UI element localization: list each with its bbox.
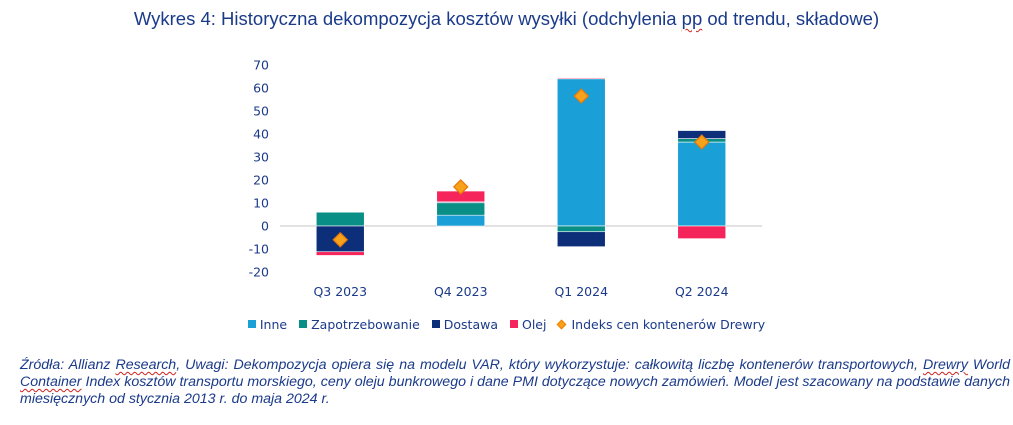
bar-segment-dostawa [556, 231, 606, 247]
y-tick-label: -20 [249, 265, 269, 280]
legend-label: Inne [259, 316, 288, 332]
x-tick-label: Q2 2024 [675, 284, 729, 299]
x-tick-label: Q1 2024 [554, 284, 608, 299]
legend-item: Zapotrzebowanie [299, 317, 420, 332]
legend-label: Indeks cen kontenerów Drewry [571, 317, 766, 332]
bar-segment-zapotrzebowanie [556, 225, 606, 233]
y-tick-label: 70 [253, 58, 269, 73]
chart-title: Wykres 4: Historyczna dekompozycja koszt… [0, 8, 1013, 30]
legend-item: Inne [247, 316, 288, 332]
chart-title-text: Wykres 4: Historyczna dekompozycja koszt… [133, 8, 682, 29]
legend-square-icon [510, 320, 518, 328]
x-axis: Q3 2023 Q4 2023 Q1 2024 Q2 2024 [313, 284, 728, 299]
legend: Inne Zapotrzebowanie Dostawa Olej Indeks cen… [0, 316, 1013, 332]
drewry-index-markers [332, 88, 710, 248]
y-tick-label: 60 [253, 81, 269, 96]
bar-segment-inne [677, 141, 727, 227]
note-spellcheck-word: Research [115, 357, 177, 373]
legend-item: Indeks cen kontenerów Drewry [557, 317, 766, 332]
legend-square-icon [247, 320, 256, 328]
y-tick-label: 0 [261, 219, 269, 234]
y-tick-label: -10 [249, 242, 269, 257]
drewry-index-marker [452, 179, 469, 195]
legend-item: Olej [510, 317, 546, 332]
chart-title-text-end: od trendu, składowe) [702, 8, 880, 29]
y-tick-label: 20 [253, 173, 269, 188]
legend-label: Olej [522, 316, 547, 332]
y-tick-label: 10 [253, 196, 269, 211]
bar-segment-olej [677, 225, 727, 239]
bar-segment-olej [315, 251, 365, 256]
legend-square-icon [299, 320, 308, 328]
y-tick-label: 30 [253, 150, 269, 165]
bar-segment-olej [556, 77, 606, 80]
chart-title-marked-word: pp [681, 8, 703, 29]
legend-diamond-icon [557, 319, 567, 330]
note-spellcheck-word: Container [20, 374, 82, 390]
bar-segment-zapotrzebowanie [315, 211, 365, 227]
x-tick-label: Q3 2023 [313, 284, 367, 299]
note-text: , Uwagi: Dekompozycja opiera się na mode… [176, 357, 923, 373]
drewry-index-marker [332, 231, 349, 248]
bar-segment-zapotrzebowanie [436, 202, 486, 216]
x-tick-label: Q4 2023 [434, 284, 488, 299]
note-text: Źródła: Allianz [20, 357, 116, 373]
drewry-index-marker [693, 134, 710, 150]
bars [315, 77, 727, 256]
legend-item: Dostawa [431, 316, 498, 332]
y-tick-label: 50 [253, 104, 269, 119]
source-note: Źródła: Allianz Research, Uwagi: Dekompo… [20, 357, 1010, 408]
note-text: Index kosztów transportu morskiego, ceny… [20, 374, 1010, 407]
legend-label: Dostawa [443, 316, 498, 332]
note-spellcheck-word: Drewry [922, 357, 968, 373]
legend-label: Zapotrzebowanie [311, 316, 420, 332]
y-tick-label: 40 [253, 127, 269, 142]
stacked-bar-chart: 70 60 50 40 30 20 10 0 -10 -20 Q3 2023 Q4 2023 Q1 2… [249, 58, 762, 299]
drewry-index-marker [573, 88, 590, 104]
note-text: World [967, 357, 1010, 373]
bar-segment-inne [436, 214, 486, 227]
legend-square-icon [431, 320, 440, 328]
y-axis: 70 60 50 40 30 20 10 0 -10 -20 [249, 58, 269, 280]
